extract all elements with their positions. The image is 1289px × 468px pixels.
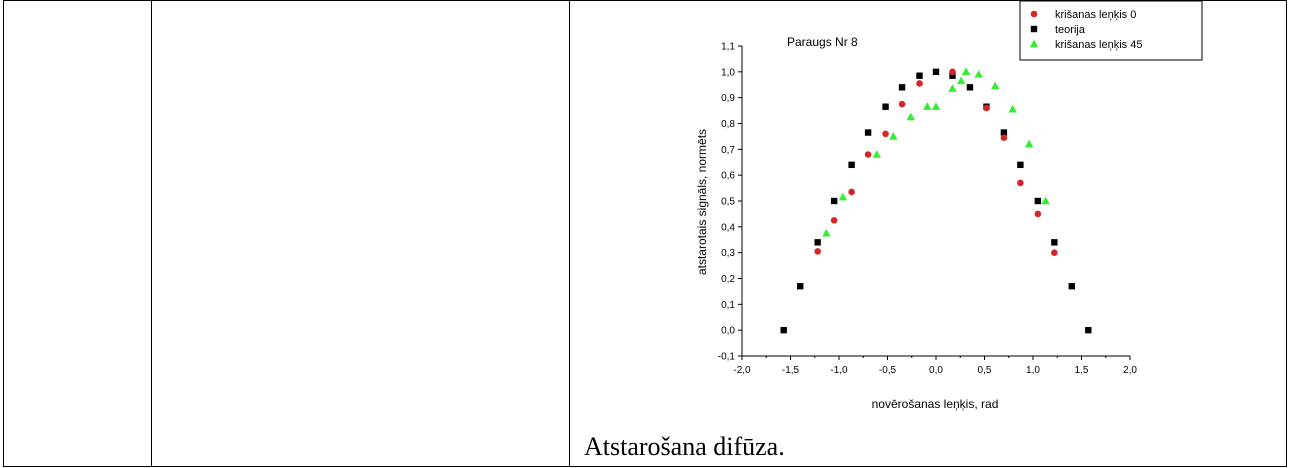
data-point-teorija (797, 283, 804, 290)
chart-ticks: -2,0 -1,5 -1,0 -0,5 0,0 0,5 1,0 1,5 2,0 -0,1 0,0 0,… (718, 42, 1138, 377)
table-bottom-border (3, 466, 1287, 467)
data-point-kri-anas-le-is-0 (830, 217, 838, 224)
data-point-kri-anas-le-is-0 (882, 130, 889, 138)
data-point-kri-anas-le-is-0 (916, 80, 923, 87)
y-tick-label: 0,7 (721, 145, 735, 156)
chart-points (780, 67, 1092, 334)
data-point-kri-anas-le-is-0 (1034, 210, 1042, 218)
data-point-kri-anas-le-is-0 (1051, 249, 1058, 256)
y-tick-label: 0,1 (721, 300, 735, 311)
y-axis-label: atstarotais signāls, normēts (695, 129, 709, 275)
table-left-border (3, 0, 4, 467)
data-point-kri-anas-le-is-0 (1000, 134, 1008, 142)
data-point-teorija (1085, 326, 1092, 334)
data-point-teorija (848, 161, 855, 169)
data-point-teorija (1034, 197, 1042, 205)
x-tick-label: 0,5 (978, 365, 992, 376)
data-point-kri-anas-le-is-0 (864, 151, 872, 158)
legend-marker (1030, 25, 1038, 33)
table-right-border (1286, 0, 1287, 467)
data-point-teorija (1068, 283, 1075, 290)
y-tick-label: 0,2 (721, 274, 735, 285)
data-point-kri-anas-le-is-45 (957, 76, 966, 85)
y-tick-label: 1,1 (721, 42, 735, 53)
y-tick-label: 0,9 (721, 93, 735, 104)
y-tick-label: 0,4 (721, 222, 735, 233)
x-tick-label: 0,0 (929, 365, 943, 376)
chart-title: Paraugs Nr 8 (787, 35, 858, 49)
data-point-teorija (1000, 129, 1008, 136)
data-point-teorija (830, 197, 838, 205)
legend-label: teorija (1055, 24, 1086, 36)
data-point-teorija (932, 68, 940, 76)
x-tick-label: 1,0 (1026, 365, 1040, 376)
y-tick-label: 0,6 (721, 171, 735, 182)
legend-box (1019, 0, 1203, 61)
y-tick-label: -0,1 (718, 352, 736, 363)
data-point-kri-anas-le-is-0 (898, 100, 906, 108)
data-point-teorija (882, 103, 889, 110)
y-tick-label: 0,3 (721, 248, 735, 259)
data-point-teorija (949, 72, 956, 79)
data-point-kri-anas-le-is-45 (889, 132, 898, 140)
data-point-kri-anas-le-is-45 (948, 84, 957, 92)
data-point-kri-anas-le-is-45 (822, 228, 831, 237)
data-point-kri-anas-le-is-0 (1017, 179, 1024, 187)
x-axis-label: novērošanas leņķis, rad (872, 397, 999, 411)
data-point-kri-anas-le-is-45 (990, 81, 1000, 90)
x-tick-label: -2,0 (733, 365, 751, 376)
x-tick-label: -1,0 (830, 365, 848, 376)
data-point-kri-anas-le-is-0 (983, 104, 990, 112)
data-point-kri-anas-le-is-45 (931, 102, 941, 110)
data-point-kri-anas-le-is-45 (906, 112, 915, 121)
data-point-teorija (814, 239, 821, 246)
x-tick-label: -1,5 (782, 365, 800, 376)
data-point-teorija (864, 129, 872, 136)
data-point-kri-anas-le-is-45 (872, 150, 882, 158)
data-point-teorija (780, 326, 787, 334)
legend-label: krišanas leņķis 45 (1055, 39, 1142, 51)
table-divider-2 (569, 0, 570, 467)
x-tick-label: 2,0 (1123, 365, 1137, 376)
y-tick-label: 1,0 (721, 67, 735, 78)
data-point-kri-anas-le-is-45 (974, 70, 983, 78)
y-tick-label: 0,8 (721, 119, 735, 130)
y-tick-label: 0,5 (721, 197, 735, 208)
data-point-kri-anas-le-is-45 (923, 102, 932, 110)
figure-caption: Atstarošana difūza. (584, 432, 785, 461)
data-point-kri-anas-le-is-45 (838, 192, 848, 201)
table-divider-1 (151, 0, 152, 467)
legend-label: krišanas leņķis 0 (1055, 9, 1136, 21)
chart-axes (741, 46, 1130, 357)
data-point-kri-anas-le-is-45 (1008, 104, 1017, 113)
data-point-kri-anas-le-is-45 (961, 67, 971, 76)
data-point-kri-anas-le-is-0 (949, 68, 956, 76)
data-point-teorija (898, 84, 906, 91)
legend-marker (1029, 39, 1039, 48)
data-point-kri-anas-le-is-0 (848, 188, 855, 196)
x-tick-label: 1,5 (1075, 365, 1089, 376)
y-tick-label: 0,0 (721, 326, 735, 337)
x-tick-label: -0,5 (879, 365, 897, 376)
data-point-kri-anas-le-is-45 (1041, 196, 1050, 205)
data-point-teorija (1017, 161, 1024, 169)
data-point-kri-anas-le-is-0 (814, 248, 821, 255)
legend-marker (1030, 10, 1038, 18)
data-point-teorija (916, 72, 923, 79)
table-top-border (3, 0, 1287, 1)
data-point-teorija (966, 84, 974, 91)
data-point-kri-anas-le-is-45 (1024, 139, 1034, 148)
chart-legend: krišanas leņķis 0 teorija krišanas leņķis … (1019, 0, 1203, 61)
data-point-teorija (1051, 239, 1058, 246)
